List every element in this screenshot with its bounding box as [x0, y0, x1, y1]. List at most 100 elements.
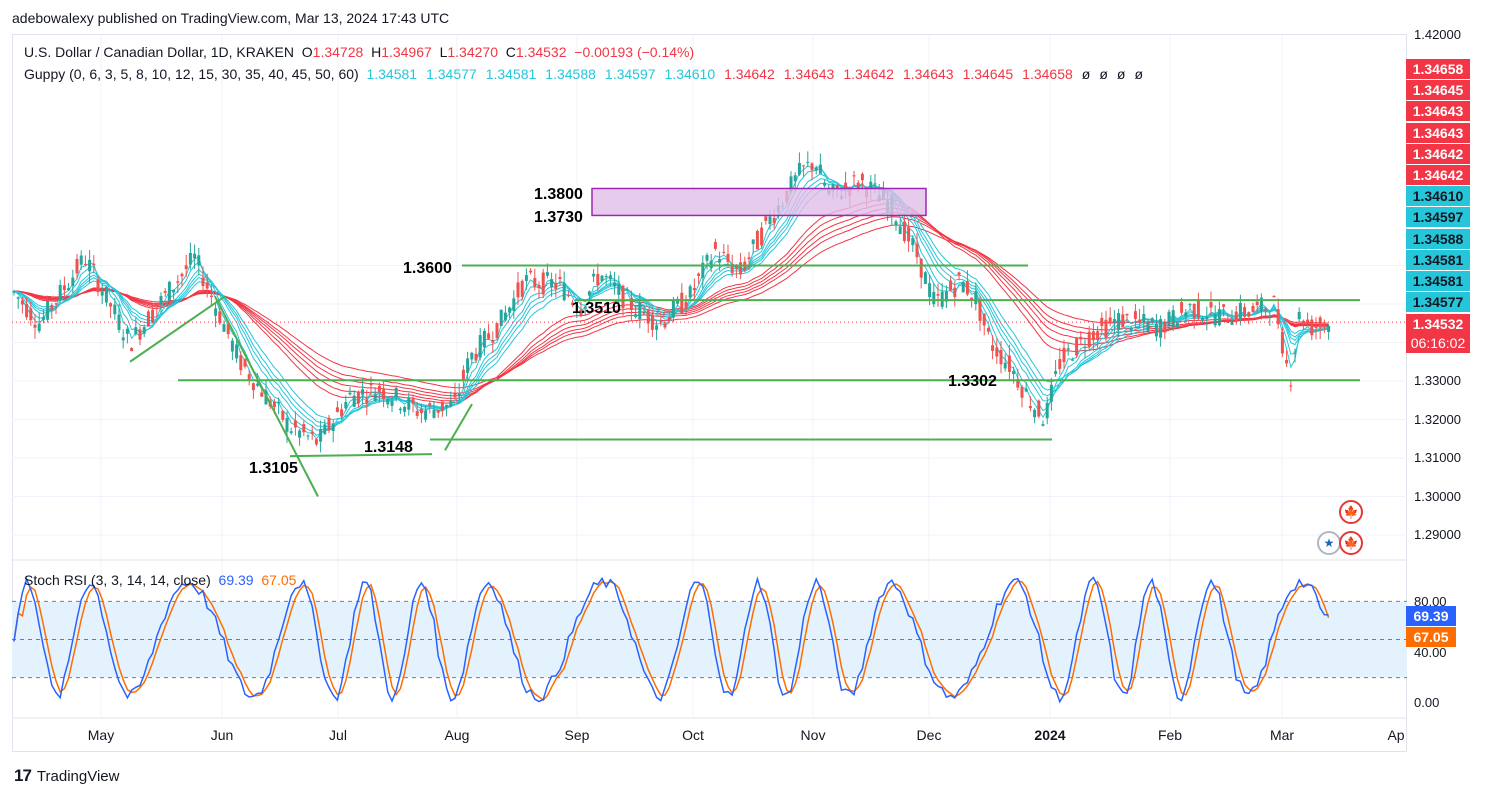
candle-body [1054, 371, 1058, 374]
candle-body [109, 303, 113, 307]
stoch-d-tag: 67.05 [1406, 627, 1456, 647]
guppy-label: Guppy (0, 6, 3, 5, 8, 10, 12, 15, 30, 35… [24, 66, 359, 82]
candle-body [835, 184, 839, 191]
candle-body [856, 182, 860, 188]
candle-body [331, 424, 335, 432]
candle-body [869, 181, 873, 190]
candle-body [214, 308, 218, 316]
canada-flag-icon[interactable]: 🍁 [1339, 500, 1363, 524]
candle-body [319, 429, 323, 442]
stoch-label: Stoch RSI (3, 3, 14, 14, close) [24, 572, 211, 588]
candle-body [503, 312, 507, 321]
candle-body [1154, 323, 1158, 337]
fast-ema-line [13, 182, 1329, 425]
candle-body [571, 302, 575, 306]
candle-body [12, 291, 16, 293]
time-label: Oct [682, 727, 704, 743]
guppy-value: 1.34658 [1022, 66, 1073, 82]
candle-body [495, 323, 499, 339]
candle-body [222, 324, 226, 332]
candle-body [797, 162, 801, 175]
guppy-value: 1.34597 [604, 66, 656, 82]
candle-body [314, 439, 318, 445]
candle-body [83, 263, 87, 265]
level-label-1-3510: 1.3510 [572, 300, 621, 317]
candle-body [193, 253, 197, 259]
candle-body [130, 348, 134, 352]
candle-body [226, 323, 230, 335]
candle-body [281, 410, 285, 420]
candle-body [529, 270, 533, 273]
candle-body [1188, 304, 1192, 306]
symbol-legend: U.S. Dollar / Canadian Dollar, 1D, KRAKE… [24, 44, 694, 60]
candle-body [239, 355, 243, 371]
guppy-value: 1.34581 [366, 66, 418, 82]
close-value: 1.34532 [515, 44, 567, 60]
candle-body [810, 163, 814, 171]
tradingview-logo[interactable]: 17 TradingView [14, 766, 119, 786]
candle-body [159, 296, 163, 303]
candle-body [243, 359, 247, 367]
candle-body [789, 176, 793, 193]
level-label-1-3800: 1.3800 [534, 186, 583, 203]
candle-body [151, 309, 155, 323]
candle-body [793, 175, 797, 182]
candle-body [1012, 370, 1016, 375]
candle-body [197, 255, 201, 266]
candle-body [1238, 302, 1242, 321]
brand-name: TradingView [36, 767, 120, 785]
stoch-k-line [13, 576, 1329, 704]
candle-body [394, 387, 398, 398]
candle-body [1033, 409, 1037, 418]
candle-body [16, 297, 20, 299]
guppy-price-tag: 1.34643 [1406, 122, 1470, 143]
candle-body [978, 301, 982, 321]
candle-body [478, 335, 482, 358]
publisher-line: adebowalexy published on TradingView.com… [12, 10, 450, 26]
candle-body [1297, 311, 1301, 320]
candle-body [340, 409, 344, 417]
us-flag-icon[interactable]: ★ [1317, 531, 1341, 555]
candle-body [1289, 385, 1293, 387]
guppy-value: 1.34642 [724, 66, 775, 82]
candle-body [176, 281, 180, 283]
guppy-price-tag: 1.34588 [1406, 228, 1470, 249]
candle-body [407, 398, 411, 410]
level-label-1-3148: 1.3148 [364, 439, 413, 456]
canada-flag-small-icon[interactable]: 🍁 [1339, 531, 1363, 555]
candle-body [117, 314, 121, 330]
candle-body [1264, 308, 1268, 311]
candle-body [260, 392, 264, 397]
candle-body [1251, 305, 1255, 313]
guppy-value: 1.34610 [664, 66, 716, 82]
candle-body [902, 221, 906, 241]
candle-body [121, 337, 125, 341]
candle-body [88, 259, 92, 272]
candle-body [1096, 331, 1100, 341]
candle-body [419, 408, 423, 414]
guppy-value: 1.34645 [962, 66, 1014, 82]
candle-body [554, 282, 558, 290]
candle-body [373, 394, 377, 402]
candle-body [1062, 347, 1066, 363]
candle-body [356, 391, 360, 404]
candle-body [634, 314, 638, 317]
candle-body [524, 275, 528, 281]
candle-body [251, 383, 255, 391]
candle-body [684, 301, 688, 309]
price-tick: 1.29000 [1414, 527, 1461, 542]
price-tick: 1.30000 [1414, 489, 1461, 504]
candle-body [991, 345, 995, 351]
candle-body [1293, 351, 1297, 353]
candle-body [566, 295, 570, 297]
candle-body [1167, 311, 1171, 326]
candle-body [1058, 359, 1062, 369]
candle-body [1020, 386, 1024, 398]
rsi-tick: 0.00 [1414, 695, 1440, 710]
candle-body [898, 226, 902, 235]
tradingview-logo-icon: 17 [14, 766, 32, 785]
guppy-price-tag: 1.34642 [1406, 143, 1470, 164]
candle-body [806, 161, 810, 163]
candle-body [970, 297, 974, 300]
